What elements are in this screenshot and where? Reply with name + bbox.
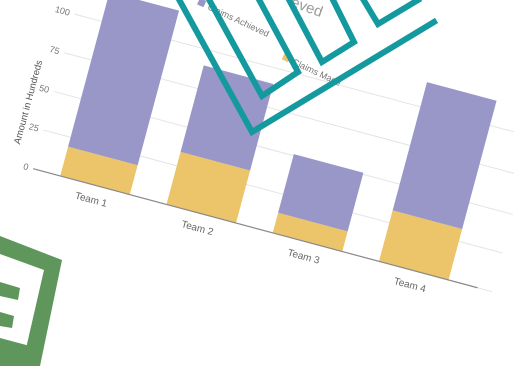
- bar-team-1-claims-achieved: [68, 0, 180, 166]
- y-tick-label: 100: [54, 4, 71, 18]
- bar-team-3-claims-made: [272, 212, 348, 252]
- bar-team-2-claims-achieved: [180, 65, 274, 171]
- y-tick-label: 50: [38, 83, 50, 95]
- legend-swatch-claims-achieved: [197, 0, 207, 8]
- bar-team-2-claims-made: [166, 151, 251, 224]
- bar-team-4-claims-made: [378, 210, 463, 280]
- bar-team-3-claims-achieved: [278, 154, 364, 232]
- bar-team-1-claims-made: [60, 146, 138, 195]
- y-tick-label: 25: [28, 121, 40, 133]
- bar-team-4-claims-achieved: [392, 82, 497, 229]
- zigzag-nested-frame-icon: [175, 0, 439, 137]
- y-tick-labels: 0 25 50 75 100: [22, 4, 71, 172]
- x-axis-line: [33, 168, 478, 289]
- bars-layer: [60, 0, 497, 280]
- y-tick-label: 0: [22, 161, 29, 172]
- y-tick-label: 75: [48, 44, 60, 56]
- document-frame-icon: [0, 236, 62, 366]
